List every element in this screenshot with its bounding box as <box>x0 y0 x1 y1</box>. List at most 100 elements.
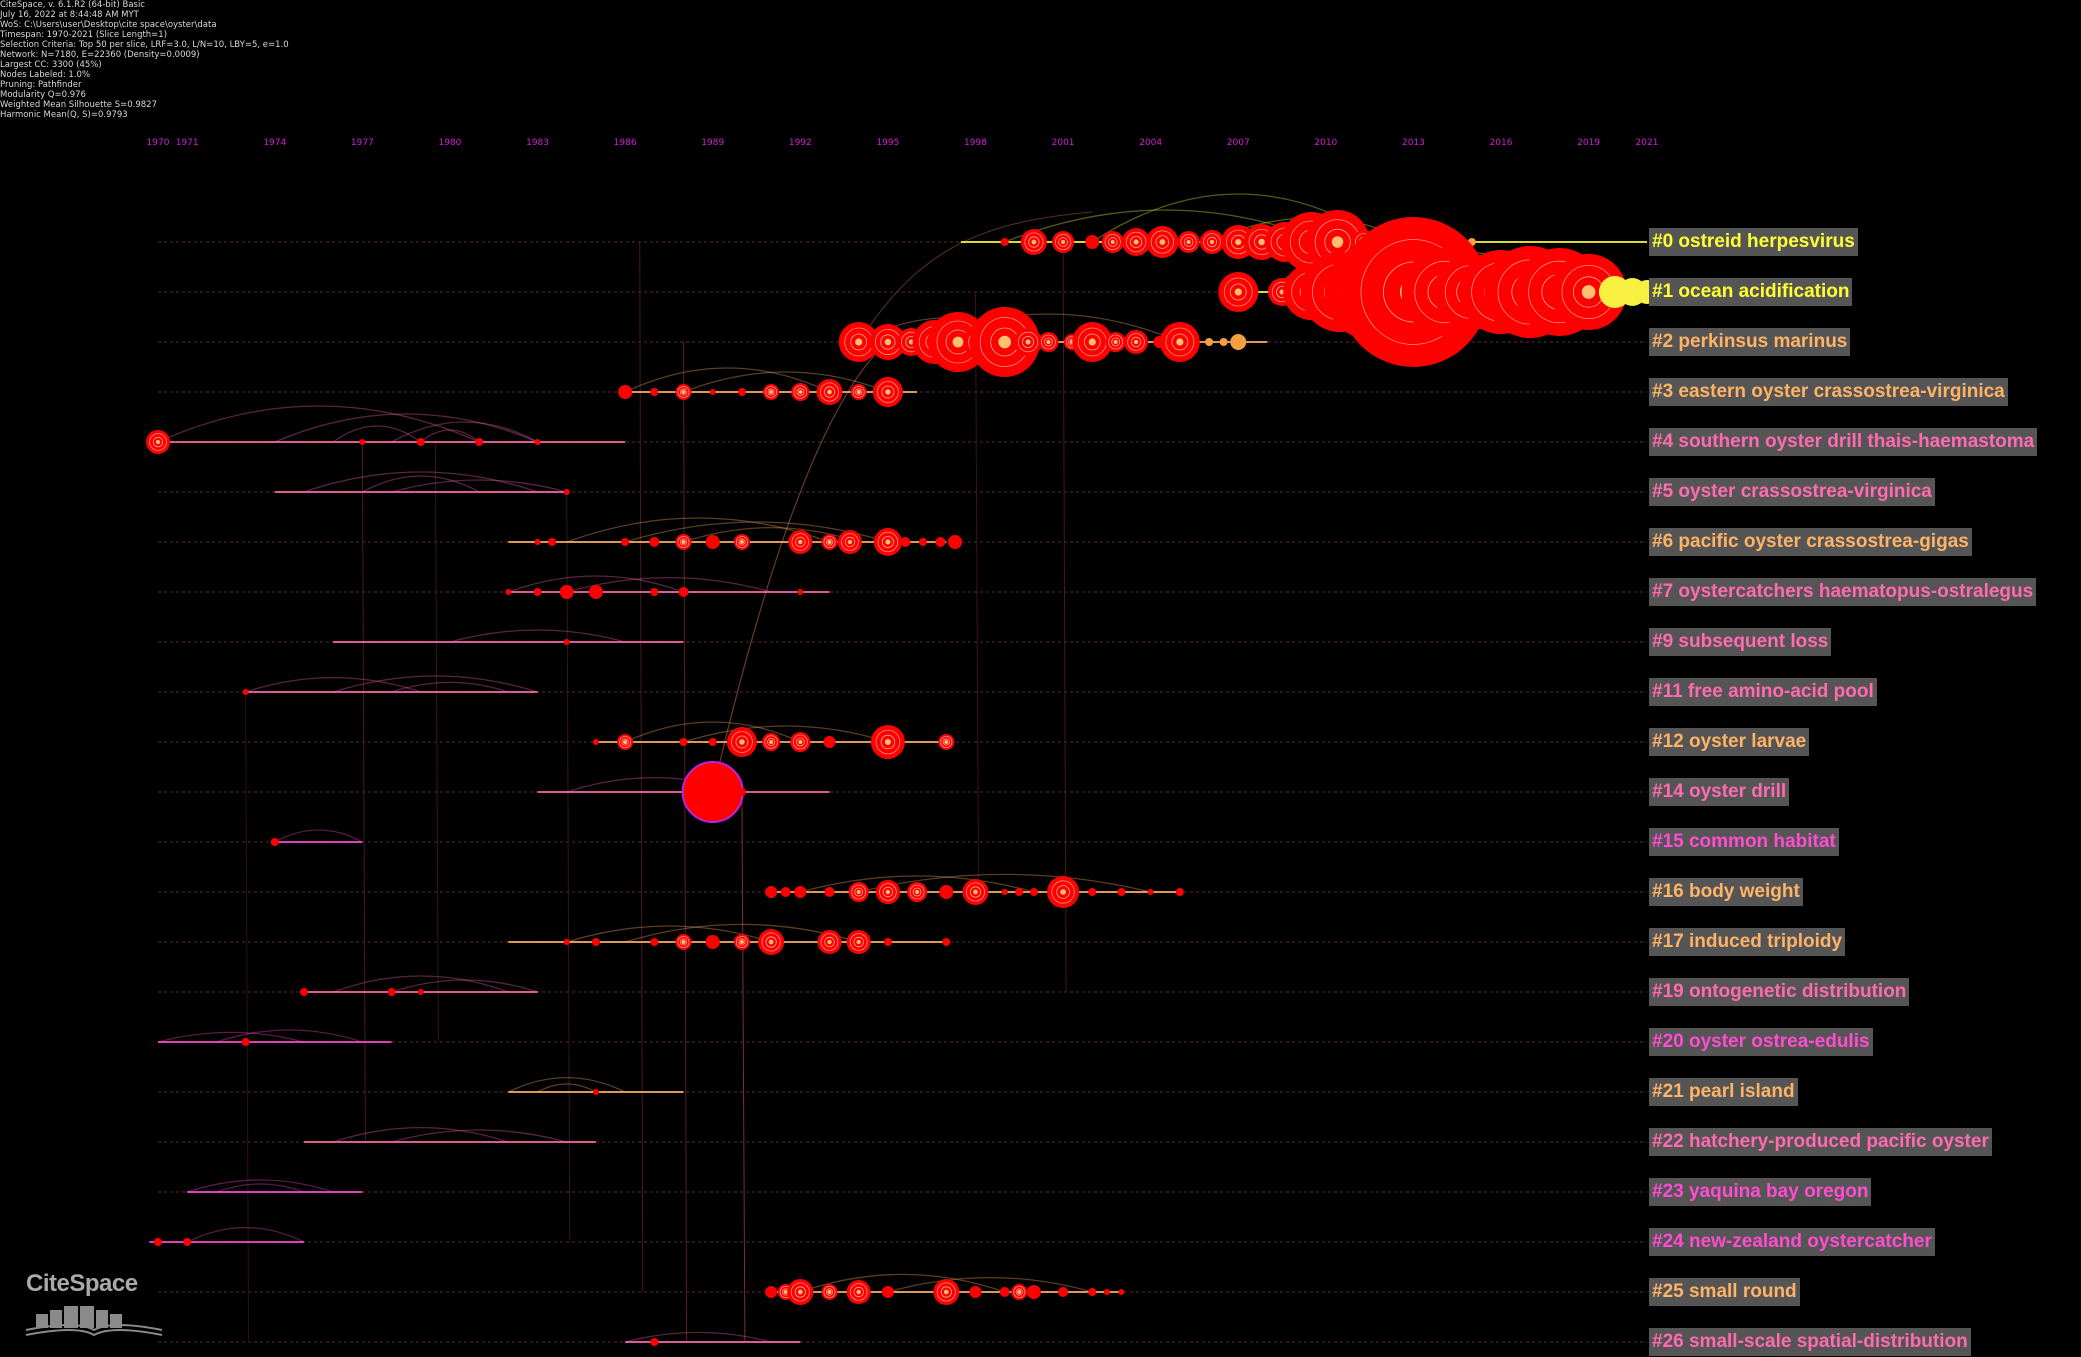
reference-node[interactable] <box>270 838 279 846</box>
cluster-label[interactable]: #22 hatchery-produced pacific oyster <box>1649 1128 1992 1156</box>
reference-node[interactable] <box>1146 226 1179 258</box>
reference-node[interactable] <box>762 733 781 751</box>
cluster-label[interactable]: #23 yaquina bay oregon <box>1649 1178 1872 1206</box>
cluster-swimlane[interactable] <box>838 307 1268 377</box>
reference-node[interactable] <box>475 438 484 446</box>
reference-node[interactable] <box>737 788 746 796</box>
reference-node[interactable] <box>737 388 746 396</box>
reference-node[interactable] <box>823 736 836 748</box>
reference-node[interactable] <box>875 880 900 904</box>
reference-node[interactable] <box>1001 889 1008 895</box>
reference-node[interactable] <box>1000 238 1009 246</box>
cluster-swimlane[interactable] <box>299 975 538 996</box>
reference-node[interactable] <box>938 734 955 750</box>
reference-node[interactable] <box>797 589 804 595</box>
reference-node[interactable] <box>1085 235 1100 249</box>
reference-node[interactable] <box>817 930 842 954</box>
reference-node[interactable] <box>675 534 692 550</box>
reference-node[interactable] <box>241 1038 250 1046</box>
reference-node[interactable] <box>881 1286 894 1298</box>
cluster-swimlane[interactable] <box>274 471 570 495</box>
reference-node[interactable] <box>534 439 541 445</box>
cluster-swimlane[interactable] <box>592 721 955 759</box>
reference-node[interactable] <box>846 930 871 954</box>
reference-node[interactable] <box>146 430 170 454</box>
reference-node[interactable] <box>1015 888 1024 896</box>
reference-node[interactable] <box>1020 229 1047 255</box>
reference-node[interactable] <box>387 988 396 996</box>
reference-node[interactable] <box>733 934 750 950</box>
cluster-swimlane[interactable] <box>505 575 830 599</box>
reference-node[interactable] <box>1101 231 1124 253</box>
reference-node[interactable] <box>1147 889 1154 895</box>
reference-node[interactable] <box>873 528 902 556</box>
cluster-swimlane[interactable] <box>1218 217 1659 367</box>
cluster-swimlane[interactable] <box>157 1029 392 1046</box>
reference-node[interactable] <box>821 534 838 550</box>
reference-node[interactable] <box>1177 231 1200 253</box>
reference-node[interactable] <box>592 1089 599 1095</box>
cluster-label[interactable]: #5 oyster crassostrea-virginica <box>1649 478 1935 506</box>
reference-node[interactable] <box>939 885 954 899</box>
reference-node[interactable] <box>705 535 720 549</box>
reference-node[interactable] <box>726 727 757 757</box>
reference-node[interactable] <box>816 379 843 405</box>
reference-node[interactable] <box>650 1338 659 1346</box>
reference-node[interactable] <box>533 588 542 596</box>
reference-node[interactable] <box>962 879 989 905</box>
reference-node[interactable] <box>969 1286 982 1298</box>
cluster-label[interactable]: #6 pacific oyster crassostrea-gigas <box>1649 528 1972 556</box>
reference-node[interactable] <box>1029 888 1038 896</box>
cluster-swimlane[interactable] <box>146 405 626 454</box>
cluster-label[interactable]: #0 ostreid herpesvirus <box>1649 228 1858 256</box>
reference-node[interactable] <box>918 538 927 546</box>
reference-node[interactable] <box>417 989 424 995</box>
cluster-swimlane[interactable] <box>508 923 951 955</box>
reference-node[interactable] <box>1014 328 1043 356</box>
cluster-swimlane[interactable] <box>765 1273 1125 1305</box>
reference-node[interactable] <box>649 537 660 547</box>
reference-node[interactable] <box>708 738 717 746</box>
reference-node[interactable] <box>1205 338 1214 346</box>
reference-node[interactable] <box>790 732 811 752</box>
cluster-label[interactable]: #17 induced triploidy <box>1649 928 1846 956</box>
cluster-swimlane[interactable] <box>186 1179 363 1193</box>
reference-node[interactable] <box>563 489 570 495</box>
reference-node[interactable] <box>848 882 869 902</box>
cluster-swimlane[interactable] <box>242 675 538 695</box>
cluster-label[interactable]: #21 pearl island <box>1649 1078 1798 1106</box>
cluster-swimlane[interactable] <box>765 873 1184 908</box>
reference-node[interactable] <box>870 725 905 759</box>
reference-node[interactable] <box>709 389 716 395</box>
cluster-label[interactable]: #9 subsequent loss <box>1649 628 1832 656</box>
reference-node[interactable] <box>1159 322 1200 362</box>
reference-node[interactable] <box>1117 888 1126 896</box>
cluster-label[interactable]: #24 new-zealand oystercatcher <box>1649 1228 1935 1256</box>
reference-node[interactable] <box>787 1279 814 1305</box>
reference-node[interactable] <box>1103 1289 1110 1295</box>
reference-node[interactable] <box>1047 876 1080 908</box>
reference-node[interactable] <box>679 738 688 746</box>
reference-node[interactable] <box>1118 1289 1125 1295</box>
reference-node[interactable] <box>791 383 810 401</box>
cluster-swimlane[interactable] <box>333 629 684 645</box>
reference-node[interactable] <box>1026 1285 1041 1299</box>
reference-node[interactable] <box>846 1280 871 1304</box>
reference-node[interactable] <box>869 324 906 360</box>
reference-node[interactable] <box>681 761 744 823</box>
cluster-label[interactable]: #20 oyster ostrea-edulis <box>1649 1028 1873 1056</box>
reference-node[interactable] <box>872 377 903 407</box>
reference-node[interactable] <box>563 939 570 945</box>
reference-node[interactable] <box>1052 231 1075 253</box>
reference-node[interactable] <box>650 388 659 396</box>
cluster-label[interactable]: #25 small round <box>1649 1278 1800 1306</box>
reference-node[interactable] <box>675 934 692 950</box>
reference-node[interactable] <box>299 988 308 996</box>
reference-node[interactable] <box>763 384 780 400</box>
cluster-label[interactable]: #12 oyster larvae <box>1649 728 1810 756</box>
cluster-label[interactable]: #2 perkinsus marinus <box>1649 328 1851 356</box>
reference-node[interactable] <box>765 1286 778 1298</box>
cluster-swimlane[interactable] <box>537 761 830 823</box>
reference-node[interactable] <box>948 535 963 549</box>
